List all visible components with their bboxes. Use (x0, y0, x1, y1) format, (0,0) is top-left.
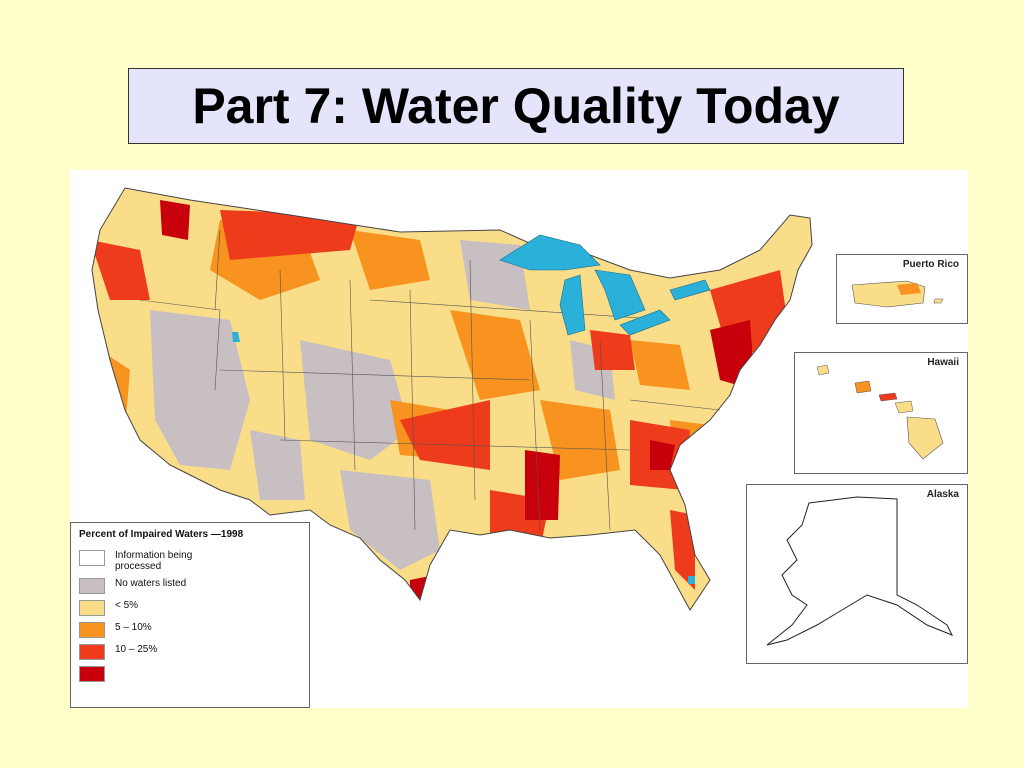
great-lakes (499, 234, 711, 336)
legend-item: < 5% (79, 600, 301, 616)
legend-item: 5 – 10% (79, 622, 301, 638)
legend-swatch-orange (79, 622, 105, 638)
hawaii-label: Hawaii (927, 357, 959, 368)
legend-title: Percent of Impaired Waters —1998 (79, 529, 244, 540)
title-box: Part 7: Water Quality Today (128, 68, 904, 144)
alaska-label: Alaska (926, 489, 959, 500)
hawaii-shape (816, 364, 944, 460)
legend-swatch-white (79, 550, 105, 566)
legend-label: 5 – 10% (115, 622, 152, 633)
slide-title: Part 7: Water Quality Today (192, 78, 840, 134)
legend-swatch-darkred (79, 666, 105, 682)
us-outline (91, 187, 813, 611)
legend-swatch-gray (79, 578, 105, 594)
legend-item (79, 666, 301, 682)
legend-label: < 5% (115, 600, 139, 611)
legend-item: No waters listed (79, 578, 301, 594)
alaska-inset: Alaska (746, 484, 968, 664)
legend-item: 10 – 25% (79, 644, 301, 660)
lake-okeechobee (688, 576, 695, 584)
legend-swatch-yellow (79, 600, 105, 616)
legend-label: No waters listed (115, 578, 187, 589)
alaska-shape (766, 496, 954, 646)
puerto-rico-shape (851, 280, 944, 308)
conterminous-us-map (91, 187, 813, 611)
map-legend: Percent of Impaired Waters —1998 Informa… (70, 522, 310, 708)
great-salt-lake (232, 332, 240, 342)
legend-label: 10 – 25% (115, 644, 158, 655)
puerto-rico-label: Puerto Rico (902, 259, 959, 270)
legend-label: Information being processed (115, 550, 193, 572)
legend-item: Information being processed (79, 550, 301, 572)
legend-swatch-red (79, 644, 105, 660)
hawaii-inset: Hawaii (794, 352, 968, 474)
puerto-rico-inset: Puerto Rico (836, 254, 968, 324)
